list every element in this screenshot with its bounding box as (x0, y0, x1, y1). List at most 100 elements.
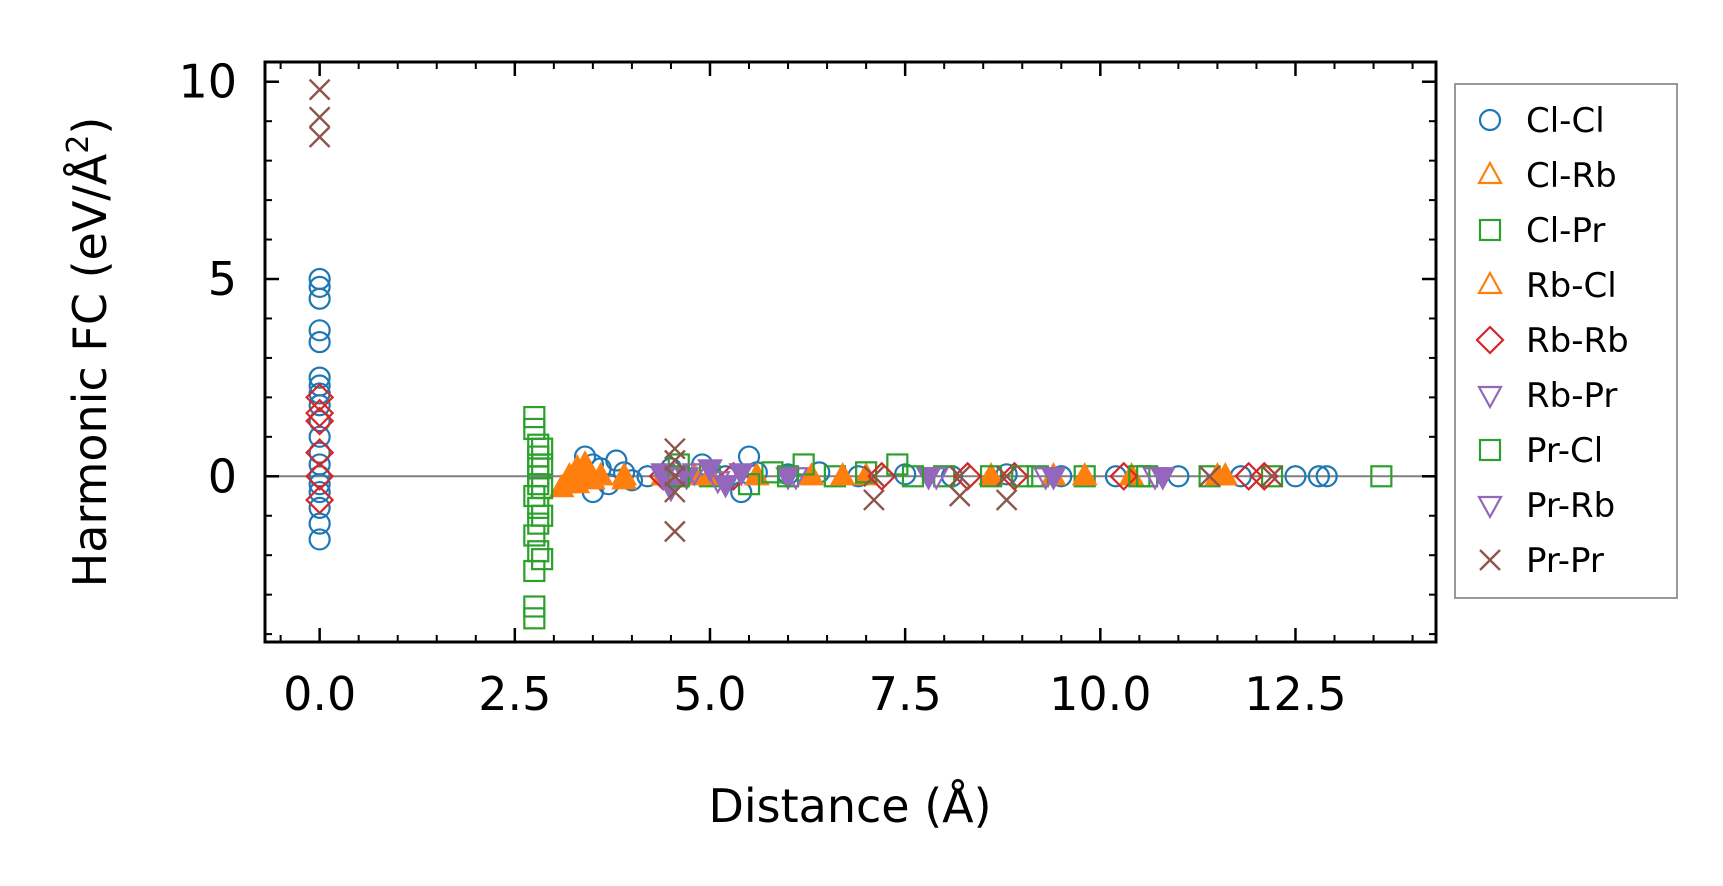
data-point (308, 496, 331, 519)
data-point (1284, 465, 1307, 488)
legend-marker (1479, 549, 1501, 571)
data-point (1261, 465, 1283, 488)
x-tick-label: 2.5 (478, 667, 551, 721)
data-point (782, 467, 809, 491)
series-cl-cl (308, 267, 1338, 551)
data-point (572, 450, 598, 474)
ticks-layer: 0.0 2.5 5.0 7.5 10.0 12.5 0 5 10 (178, 55, 1436, 721)
legend-marker (1477, 270, 1503, 295)
data-point (556, 469, 583, 494)
y-tick-label: 0 (208, 449, 237, 503)
legend-label: Cl-Rb (1526, 156, 1617, 196)
legend-marker (1475, 325, 1505, 355)
y-axis-label-close: ) (63, 117, 117, 135)
legend-label: Pr-Rb (1526, 486, 1615, 526)
data-point (531, 504, 554, 527)
legend-entry: Cl-Pr (1478, 211, 1605, 251)
data-point (308, 366, 331, 389)
data-point (305, 438, 335, 468)
data-point (531, 453, 554, 476)
data-point (308, 425, 331, 448)
data-point (1071, 462, 1098, 486)
data-point (305, 382, 335, 412)
data-point (305, 461, 335, 491)
data-point (664, 449, 686, 472)
legend-marker (1477, 385, 1503, 410)
y-tick-label: 10 (178, 55, 237, 109)
legend-entry: Rb-Pr (1477, 376, 1617, 416)
data-points (305, 78, 1393, 630)
legend-entry: Pr-Rb (1477, 486, 1615, 526)
data-point (863, 465, 885, 488)
series-pr-rb (650, 463, 1168, 495)
plot-frame (263, 60, 1438, 644)
data-point (664, 481, 686, 503)
data-point (605, 449, 628, 472)
data-point (1315, 465, 1338, 488)
legend-entry: Cl-Cl (1478, 101, 1605, 141)
y-axis-label-main: Harmonic FC (eV/Å (63, 153, 117, 587)
data-point (995, 465, 1018, 488)
data-point (531, 477, 554, 500)
data-point (308, 331, 331, 354)
data-point (1011, 465, 1034, 488)
data-point (611, 465, 637, 490)
series-cl-pr (523, 406, 1393, 630)
legend-entry: Cl-Rb (1477, 156, 1617, 196)
data-point (527, 540, 550, 563)
data-point (901, 465, 925, 488)
y-axis-label: Harmonic FC (eV/Å2) (61, 117, 117, 588)
data-point (978, 462, 1004, 486)
legend: Cl-Cl Cl-Rb Cl-Pr Rb-Cl Rb-Rb Rb-Pr Pr-Cl Pr-Rb… (1454, 83, 1678, 599)
data-point (308, 512, 331, 535)
legend-label: Rb-Cl (1526, 266, 1617, 306)
data-point (867, 461, 897, 491)
data-point (308, 528, 331, 551)
data-point (305, 406, 335, 436)
legend-marker (1477, 160, 1503, 185)
legend-label: Pr-Pr (1526, 541, 1604, 581)
data-point (527, 465, 550, 488)
data-point (308, 267, 331, 291)
data-point (776, 465, 800, 488)
x-axis-label: Distance (Å) (708, 779, 991, 833)
data-point (1142, 467, 1168, 491)
data-point (523, 406, 546, 429)
data-point (308, 287, 331, 310)
data-point (704, 471, 731, 495)
data-point (527, 512, 550, 535)
data-point (305, 485, 335, 515)
legend-entry: Rb-Cl (1477, 266, 1617, 306)
legend-entry: Pr-Pr (1479, 541, 1604, 581)
data-point (1370, 465, 1393, 488)
legend-label: Cl-Pr (1526, 211, 1605, 251)
legend-marker (1478, 438, 1502, 462)
data-point (995, 489, 1018, 511)
series-rb-rb (305, 382, 1279, 515)
data-point (308, 275, 331, 298)
y-tick-label: 5 (208, 252, 237, 306)
data-point (523, 595, 546, 618)
data-point (923, 467, 950, 491)
legend-label: Cl-Cl (1526, 101, 1605, 141)
data-point (531, 437, 554, 460)
data-point (308, 78, 331, 101)
data-point (863, 489, 885, 511)
x-tick-label: 0.0 (283, 667, 356, 721)
data-point (308, 394, 331, 417)
data-point (531, 548, 554, 571)
data-point (664, 437, 686, 460)
data-point (999, 461, 1029, 491)
legend-marker (1477, 495, 1503, 520)
data-point (948, 465, 971, 488)
x-tick-label: 10.0 (1049, 667, 1151, 721)
x-tick-label: 5.0 (673, 667, 746, 721)
x-tick-label: 7.5 (869, 667, 942, 721)
data-point (523, 559, 546, 583)
data-point (308, 453, 331, 476)
data-point (829, 462, 856, 486)
data-point (1249, 461, 1279, 491)
data-point (948, 485, 971, 507)
data-point (1109, 461, 1139, 491)
legend-label: Pr-Cl (1526, 431, 1603, 471)
